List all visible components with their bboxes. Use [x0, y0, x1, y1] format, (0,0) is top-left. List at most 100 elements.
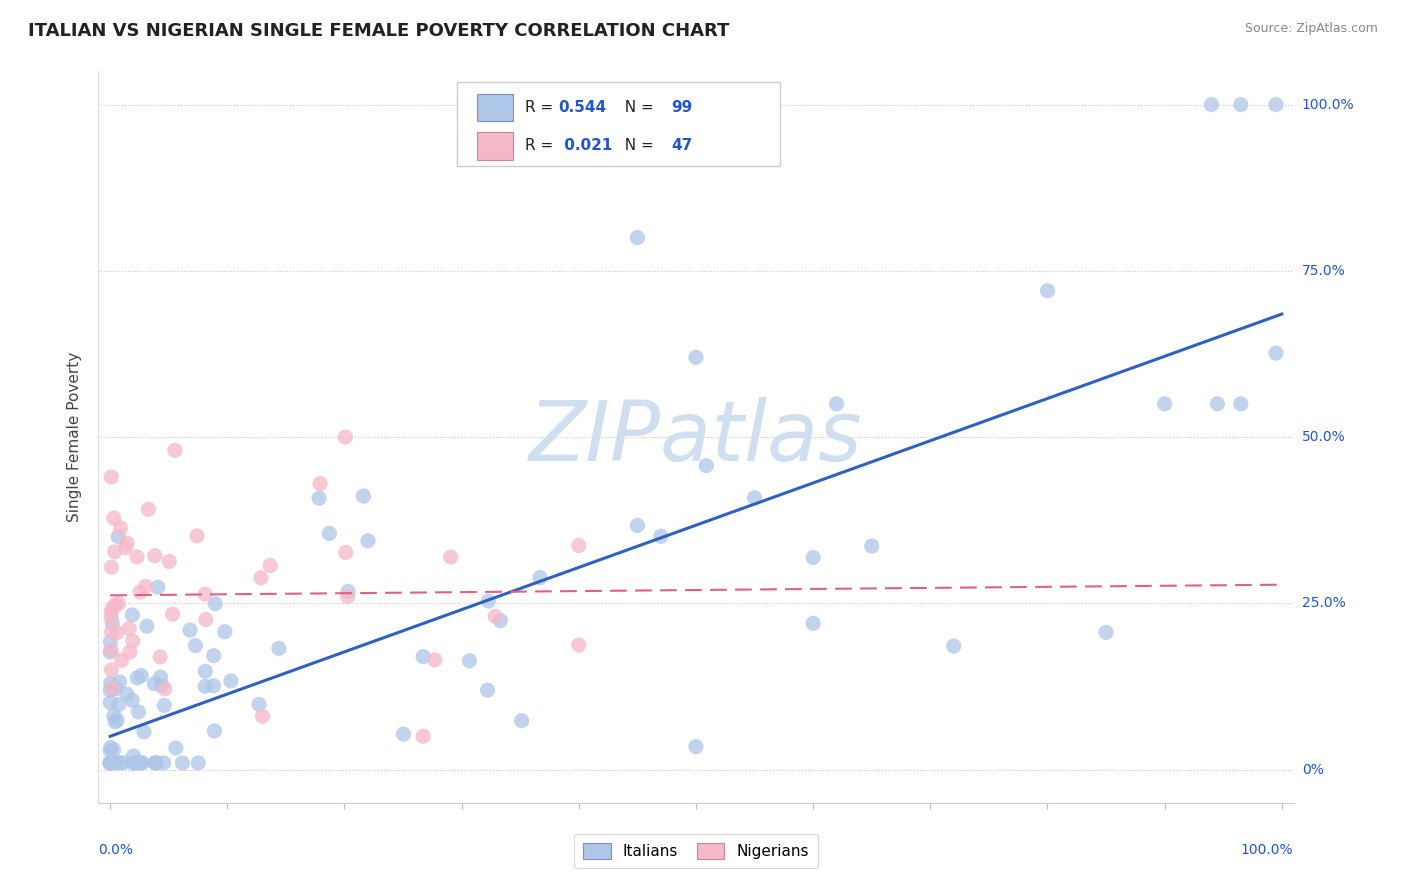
Point — [184, 639, 207, 653]
Point — [122, 756, 145, 770]
Point — [1265, 346, 1288, 360]
Point — [568, 638, 591, 652]
Point — [942, 639, 965, 653]
Text: Source: ZipAtlas.com: Source: ZipAtlas.com — [1244, 22, 1378, 36]
Point — [510, 714, 533, 728]
Point — [98, 756, 121, 770]
Point — [104, 681, 127, 696]
Point — [98, 683, 121, 698]
Point — [153, 698, 176, 713]
Point — [267, 641, 290, 656]
Point — [412, 729, 434, 743]
Point — [100, 663, 122, 677]
Point — [357, 533, 380, 548]
Point — [250, 571, 273, 585]
Text: ZIPatlas: ZIPatlas — [529, 397, 863, 477]
Point — [484, 609, 506, 624]
Point — [104, 756, 127, 770]
Text: N =: N = — [614, 100, 658, 115]
Point — [132, 725, 155, 739]
Point — [335, 545, 357, 559]
Point — [100, 611, 122, 625]
Text: R =: R = — [524, 138, 558, 153]
Point — [1265, 97, 1288, 112]
Point — [157, 554, 180, 568]
Point — [103, 708, 125, 723]
Text: 100.0%: 100.0% — [1241, 843, 1294, 857]
Point — [214, 624, 236, 639]
Point — [219, 673, 242, 688]
Point — [100, 676, 122, 690]
Text: 99: 99 — [671, 100, 692, 115]
Point — [1095, 625, 1118, 640]
Point — [98, 696, 121, 710]
Point — [801, 616, 824, 631]
Text: 0%: 0% — [1302, 763, 1323, 777]
Point — [122, 756, 145, 770]
Point — [101, 616, 124, 631]
Point — [118, 621, 141, 635]
Point — [162, 607, 184, 622]
Point — [100, 756, 122, 770]
Point — [202, 723, 225, 738]
Point — [412, 649, 434, 664]
Text: 100.0%: 100.0% — [1302, 97, 1354, 112]
Point — [143, 756, 166, 770]
Point — [146, 580, 169, 594]
Point — [337, 584, 360, 599]
Point — [104, 598, 127, 612]
Point — [118, 645, 141, 659]
Point — [145, 756, 167, 770]
Point — [111, 653, 134, 667]
Text: 0.544: 0.544 — [558, 100, 606, 115]
Point — [125, 756, 148, 770]
Point — [121, 693, 143, 707]
Text: 75.0%: 75.0% — [1302, 264, 1346, 277]
Point — [98, 744, 121, 758]
Point — [247, 698, 270, 712]
Point — [122, 749, 145, 764]
Y-axis label: Single Female Poverty: Single Female Poverty — [67, 352, 83, 522]
Point — [308, 491, 330, 505]
Point — [105, 625, 128, 640]
Point — [121, 634, 143, 648]
Point — [100, 756, 122, 770]
Point — [131, 756, 153, 770]
Point — [309, 476, 332, 491]
Point — [100, 604, 122, 618]
Point — [1201, 97, 1223, 112]
Point — [695, 458, 717, 473]
Point — [194, 665, 217, 679]
Point — [1229, 397, 1253, 411]
FancyBboxPatch shape — [477, 132, 513, 160]
Point — [112, 756, 135, 770]
Point — [127, 671, 149, 685]
Point — [107, 597, 129, 611]
Point — [98, 756, 121, 770]
Point — [440, 550, 463, 565]
Point — [107, 698, 129, 712]
Point — [98, 645, 121, 659]
Text: N =: N = — [614, 138, 658, 153]
Text: 50.0%: 50.0% — [1302, 430, 1346, 444]
Point — [259, 558, 281, 573]
FancyBboxPatch shape — [457, 82, 780, 167]
Point — [129, 756, 152, 770]
Point — [152, 756, 174, 770]
Point — [143, 549, 166, 563]
Point — [1153, 397, 1175, 411]
Point — [149, 650, 172, 665]
Point — [186, 529, 208, 543]
Point — [128, 756, 150, 770]
Point — [194, 613, 217, 627]
Point — [110, 521, 132, 535]
Point — [104, 714, 127, 729]
Point — [172, 756, 194, 770]
FancyBboxPatch shape — [477, 94, 513, 121]
Point — [100, 756, 122, 770]
Point — [100, 470, 122, 484]
Point — [103, 511, 125, 525]
Point — [423, 653, 446, 667]
Point — [143, 676, 166, 690]
Point — [115, 687, 138, 701]
